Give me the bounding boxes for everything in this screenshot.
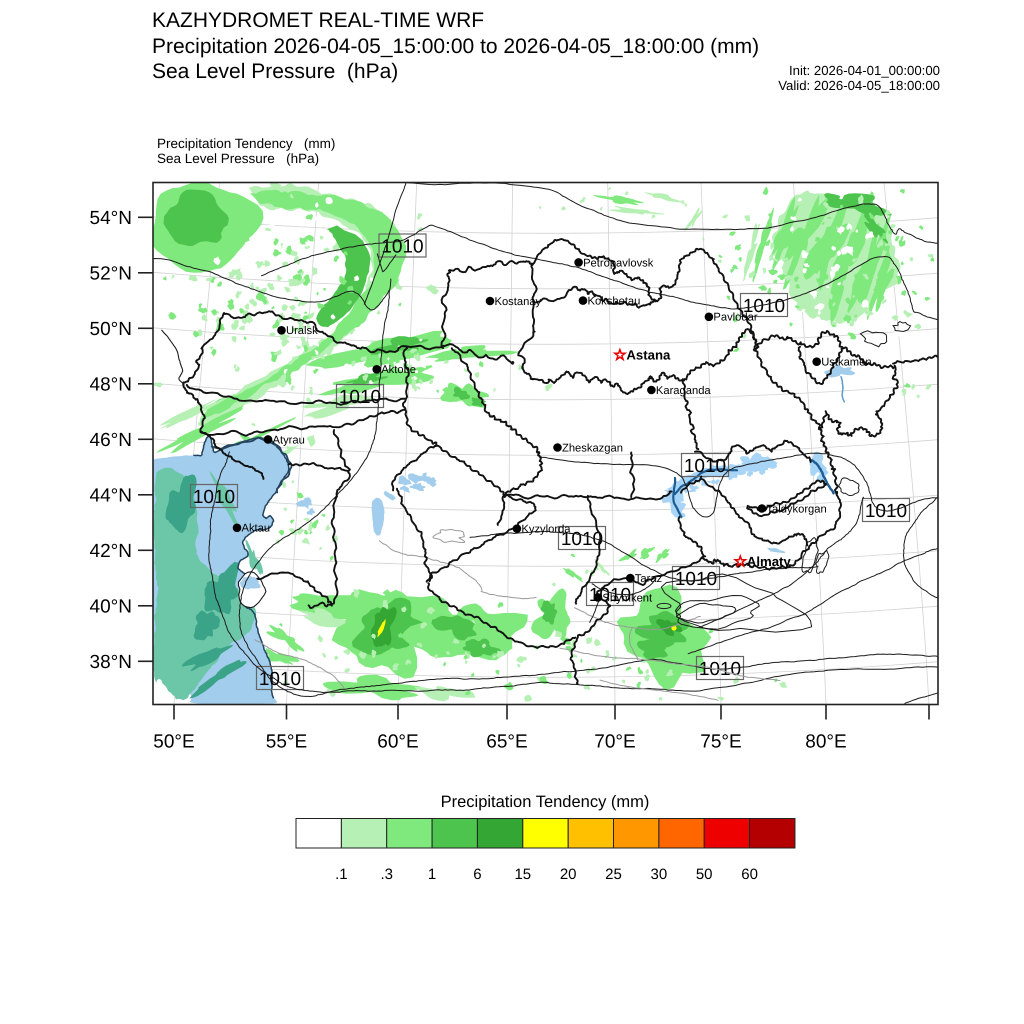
svg-text:Atyrau: Atyrau: [273, 434, 305, 446]
svg-text:25: 25: [605, 866, 622, 883]
svg-text:50°N: 50°N: [90, 319, 132, 340]
svg-text:80°E: 80°E: [805, 732, 846, 753]
svg-text:50°E: 50°E: [153, 732, 194, 753]
svg-text:Valid: 2026-04-05_18:00:00: Valid: 2026-04-05_18:00:00: [778, 78, 940, 93]
svg-text:1010: 1010: [339, 387, 381, 408]
svg-text:15: 15: [514, 866, 531, 883]
svg-text:1010: 1010: [193, 487, 235, 508]
svg-text:1010: 1010: [561, 529, 603, 550]
svg-text:54°N: 54°N: [90, 208, 132, 229]
svg-text:Astana: Astana: [626, 348, 671, 363]
svg-text:Petropavlovsk: Petropavlovsk: [583, 257, 654, 269]
svg-text:Taraz: Taraz: [635, 573, 663, 585]
svg-text:46°N: 46°N: [90, 430, 132, 451]
svg-text:60°E: 60°E: [377, 732, 418, 753]
svg-text:.1: .1: [335, 866, 348, 883]
svg-text:55°E: 55°E: [266, 732, 307, 753]
svg-text:Taldykorgan: Taldykorgan: [766, 503, 826, 515]
svg-text:Kokshetau: Kokshetau: [588, 296, 641, 308]
svg-text:75°E: 75°E: [700, 732, 741, 753]
svg-text:1010: 1010: [259, 669, 301, 690]
svg-text:52°N: 52°N: [90, 263, 132, 284]
svg-text:50: 50: [696, 866, 713, 883]
svg-text:60: 60: [741, 866, 758, 883]
svg-text:Ustkamen: Ustkamen: [821, 357, 871, 369]
svg-text:6: 6: [473, 866, 481, 883]
svg-text:.3: .3: [380, 866, 393, 883]
svg-text:44°N: 44°N: [90, 485, 132, 506]
svg-text:1010: 1010: [865, 501, 907, 522]
svg-text:KAZHYDROMET REAL-TIME WRF: KAZHYDROMET REAL-TIME WRF: [152, 9, 484, 32]
svg-text:Karaganda: Karaganda: [656, 385, 712, 397]
svg-text:Sea Level Pressure (hPa): Sea Level Pressure (hPa): [157, 151, 319, 166]
svg-text:Precipitation Tendency (mm): Precipitation Tendency (mm): [441, 793, 650, 811]
svg-text:Aktobe: Aktobe: [381, 364, 416, 376]
svg-text:Sea Level Pressure (hPa): Sea Level Pressure (hPa): [152, 60, 398, 83]
svg-text:1: 1: [428, 866, 436, 883]
svg-text:Zheskazgan: Zheskazgan: [562, 442, 623, 454]
svg-text:1010: 1010: [743, 296, 785, 317]
svg-text:Shymkent: Shymkent: [602, 592, 653, 604]
svg-text:Pavlodar: Pavlodar: [713, 312, 757, 324]
svg-text:1010: 1010: [675, 569, 717, 590]
svg-text:Almaty: Almaty: [747, 554, 792, 569]
svg-text:Kyzylorda: Kyzylorda: [521, 524, 571, 536]
svg-text:Precipitation Tendency (mm): Precipitation Tendency (mm): [157, 136, 335, 151]
svg-text:42°N: 42°N: [90, 541, 132, 562]
svg-text:20: 20: [560, 866, 577, 883]
svg-text:Kostanay: Kostanay: [495, 296, 542, 308]
svg-text:70°E: 70°E: [594, 732, 635, 753]
svg-text:Aktau: Aktau: [242, 523, 271, 535]
svg-text:Init: 2026-04-01_00:00:00: Init: 2026-04-01_00:00:00: [789, 63, 940, 78]
svg-text:30: 30: [651, 866, 668, 883]
svg-text:Precipitation 2026-04-05_15:00: Precipitation 2026-04-05_15:00:00 to 202…: [152, 35, 759, 58]
svg-text:48°N: 48°N: [90, 374, 132, 395]
svg-text:40°N: 40°N: [90, 596, 132, 617]
svg-text:65°E: 65°E: [486, 732, 527, 753]
svg-text:Uralsk: Uralsk: [286, 325, 318, 337]
svg-text:38°N: 38°N: [90, 652, 132, 673]
